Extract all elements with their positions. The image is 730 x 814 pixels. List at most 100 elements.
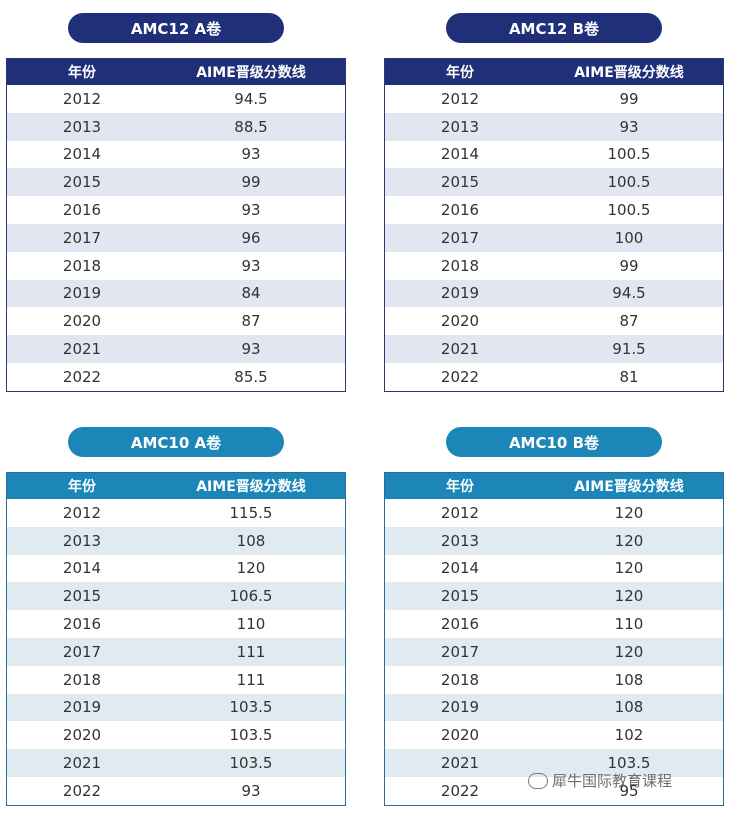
score-cell: 96 xyxy=(241,228,261,247)
table-row: 2013 120 xyxy=(385,526,723,555)
year-cell: 2013 xyxy=(62,117,102,136)
score-cell: 93 xyxy=(241,340,261,359)
header-score: AIME晋级分数线 xyxy=(196,65,306,81)
table-header: 年份 AIME晋级分数线 xyxy=(385,59,723,85)
score-cell: 120 xyxy=(236,559,266,578)
table-row: 2017 96 xyxy=(7,223,345,252)
year-cell: 2014 xyxy=(440,145,480,164)
score-cell: 91.5 xyxy=(612,340,646,359)
score-cell: 103.5 xyxy=(229,726,273,745)
score-cell: 103.5 xyxy=(229,754,273,773)
table-row: 2012 99 xyxy=(385,85,723,113)
year-cell: 2012 xyxy=(62,89,102,108)
score-cell: 100.5 xyxy=(607,145,651,164)
table-row: 2012 120 xyxy=(385,499,723,527)
score-cell: 84 xyxy=(241,284,261,303)
table-header: 年份 AIME晋级分数线 xyxy=(385,473,723,499)
table-row: 2018 108 xyxy=(385,666,723,694)
table-row: 2018 99 xyxy=(385,252,723,280)
table-row: 2018 111 xyxy=(7,666,345,694)
table-row: 2022 93 xyxy=(7,777,345,805)
year-cell: 2016 xyxy=(440,201,480,220)
table-row: 2015 99 xyxy=(7,168,345,197)
year-cell: 2017 xyxy=(440,228,480,247)
header-year: 年份 xyxy=(446,65,474,81)
year-cell: 2020 xyxy=(440,726,480,745)
score-cell: 95 xyxy=(619,781,639,800)
table-row: 2020 87 xyxy=(7,307,345,335)
table-title: AMC12 A卷 xyxy=(68,13,284,43)
score-cell: 108 xyxy=(236,531,266,550)
table-row: 2022 81 xyxy=(385,363,723,391)
table-row: 2014 93 xyxy=(7,141,345,169)
table-row: 2019 84 xyxy=(7,279,345,308)
year-cell: 2014 xyxy=(62,145,102,164)
table-row: 2020 103.5 xyxy=(7,721,345,749)
table-row: 2013 88.5 xyxy=(7,112,345,141)
score-cell: 87 xyxy=(619,312,639,331)
year-cell: 2021 xyxy=(62,754,102,773)
score-cell: 108 xyxy=(614,670,644,689)
table-header: 年份 AIME晋级分数线 xyxy=(7,59,345,85)
year-cell: 2019 xyxy=(62,284,102,303)
score-table: 年份 AIME晋级分数线 2012 115.5 2013 108 2014 120 2015… xyxy=(6,472,346,806)
year-cell: 2014 xyxy=(440,559,480,578)
table-row: 2015 100.5 xyxy=(385,168,723,197)
table-row: 2019 108 xyxy=(385,693,723,722)
score-cell: 120 xyxy=(614,503,644,522)
table-row: 2016 110 xyxy=(385,610,723,638)
year-cell: 2019 xyxy=(440,698,480,717)
table-row: 2016 93 xyxy=(7,196,345,224)
score-table: 年份 AIME晋级分数线 2012 99 2013 93 2014 100.5 2015 10… xyxy=(384,58,724,392)
table-row: 2019 103.5 xyxy=(7,693,345,722)
year-cell: 2015 xyxy=(440,173,480,192)
year-cell: 2020 xyxy=(440,312,480,331)
table-row: 2013 93 xyxy=(385,112,723,141)
table-row: 2015 120 xyxy=(385,582,723,611)
score-cell: 93 xyxy=(241,781,261,800)
table-row: 2017 120 xyxy=(385,637,723,666)
year-cell: 2013 xyxy=(440,117,480,136)
table-row: 2014 120 xyxy=(385,555,723,583)
table-row: 2021 93 xyxy=(7,335,345,363)
score-cell: 111 xyxy=(236,670,266,689)
year-cell: 2022 xyxy=(62,781,102,800)
score-cell: 87 xyxy=(241,312,261,331)
score-cell: 100.5 xyxy=(607,173,651,192)
header-score: AIME晋级分数线 xyxy=(574,65,684,81)
year-cell: 2018 xyxy=(440,670,480,689)
year-cell: 2020 xyxy=(62,726,102,745)
table-row: 2017 111 xyxy=(7,637,345,666)
score-cell: 81 xyxy=(619,367,639,386)
table-row: 2012 94.5 xyxy=(7,85,345,113)
score-cell: 93 xyxy=(241,145,261,164)
year-cell: 2018 xyxy=(62,256,102,275)
table-row: 2022 95 xyxy=(385,777,723,805)
table-row: 2022 85.5 xyxy=(7,363,345,391)
table-row: 2018 93 xyxy=(7,252,345,280)
score-cell: 94.5 xyxy=(612,284,646,303)
score-cell: 93 xyxy=(241,201,261,220)
score-cell: 85.5 xyxy=(234,367,268,386)
score-cell: 99 xyxy=(241,173,261,192)
score-cell: 120 xyxy=(614,642,644,661)
header-year: 年份 xyxy=(68,65,96,81)
year-cell: 2021 xyxy=(62,340,102,359)
score-cell: 103.5 xyxy=(229,698,273,717)
score-cell: 103.5 xyxy=(607,754,651,773)
table-title: AMC12 B卷 xyxy=(446,13,662,43)
table-row: 2020 87 xyxy=(385,307,723,335)
score-cell: 106.5 xyxy=(229,587,273,606)
score-cell: 93 xyxy=(619,117,639,136)
score-cell: 110 xyxy=(236,615,266,634)
table-row: 2015 106.5 xyxy=(7,582,345,611)
table-row: 2012 115.5 xyxy=(7,499,345,527)
year-cell: 2013 xyxy=(62,531,102,550)
header-year: 年份 xyxy=(68,479,96,495)
year-cell: 2015 xyxy=(62,587,102,606)
year-cell: 2019 xyxy=(62,698,102,717)
score-table: 年份 AIME晋级分数线 2012 120 2013 120 2014 120 2015 12… xyxy=(384,472,724,806)
score-cell: 102 xyxy=(614,726,644,745)
year-cell: 2016 xyxy=(62,201,102,220)
score-cell: 111 xyxy=(236,642,266,661)
